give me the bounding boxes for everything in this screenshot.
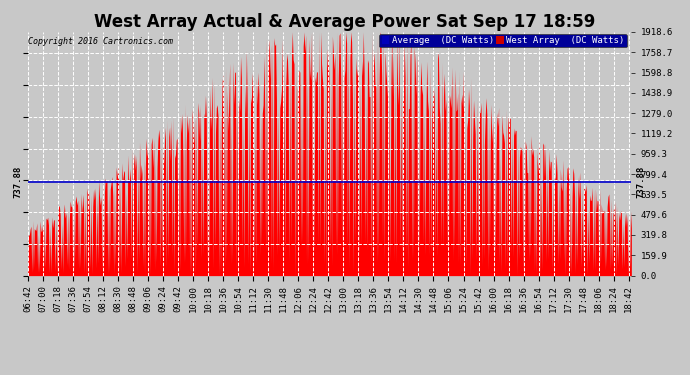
- Text: West Array Actual & Average Power Sat Sep 17 18:59: West Array Actual & Average Power Sat Se…: [95, 13, 595, 31]
- Text: 737.88: 737.88: [14, 166, 23, 198]
- Text: Copyright 2016 Cartronics.com: Copyright 2016 Cartronics.com: [28, 37, 173, 46]
- Legend: Average  (DC Watts), West Array  (DC Watts): Average (DC Watts), West Array (DC Watts…: [380, 34, 627, 48]
- Text: 737.88: 737.88: [636, 166, 645, 198]
